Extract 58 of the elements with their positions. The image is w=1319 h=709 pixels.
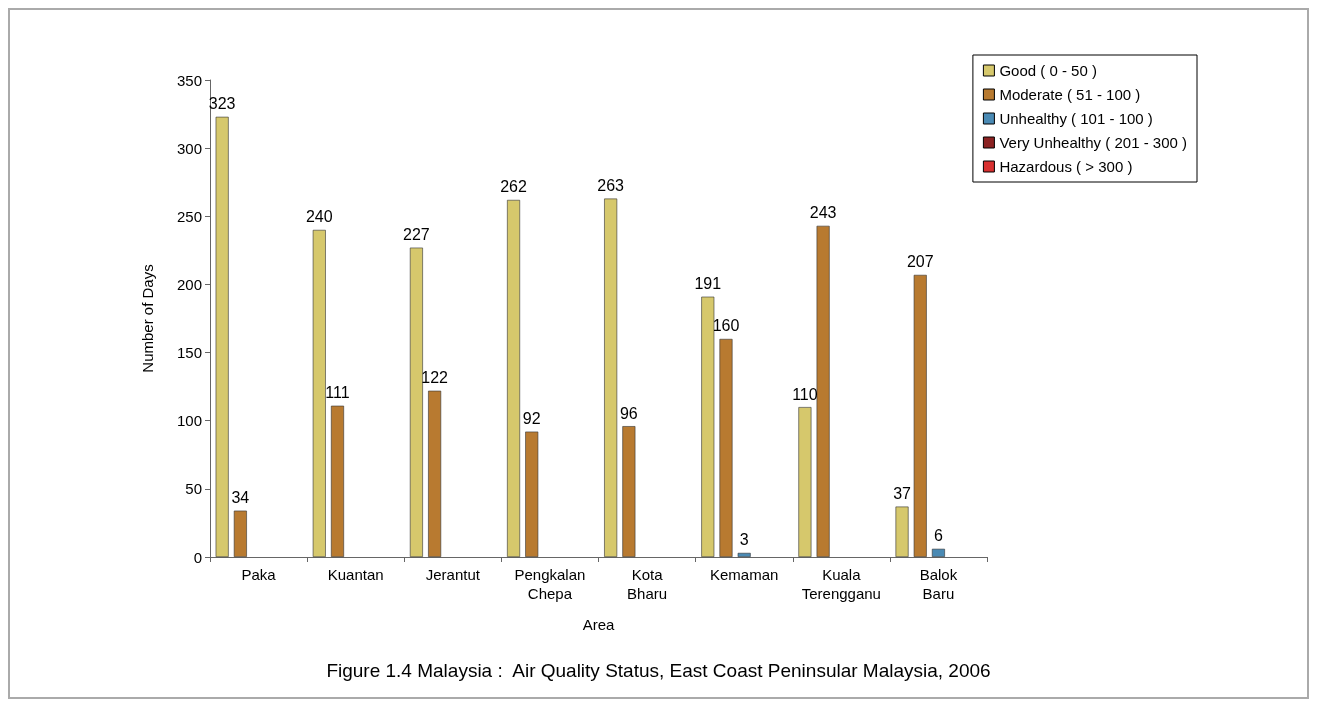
x-tick-label: Kota Bharu (627, 566, 668, 602)
x-tick-label: Kuala Terengganu (801, 566, 881, 602)
legend-label: Good ( 0 - 50 ) (999, 62, 1097, 79)
y-axis-title: Number of Days (139, 264, 156, 373)
bar (604, 198, 618, 557)
y-tick-label: 150 (176, 344, 202, 362)
bar (931, 548, 945, 557)
data-label: 263 (597, 177, 625, 195)
bar (312, 229, 326, 557)
y-tick-label: 50 (185, 480, 202, 498)
text: Figure 1.4 Malaysia : Air Quality Status, East Coast Peninsular Malaysia, 2006 (326, 660, 991, 681)
bar (507, 199, 521, 557)
data-label: 227 (403, 226, 430, 244)
legend-label: Hazardous ( > 300 ) (999, 158, 1133, 175)
bar (409, 247, 423, 557)
data-label: 262 (500, 178, 527, 196)
bar (233, 510, 247, 557)
data-label: 243 (809, 204, 837, 222)
bar (330, 405, 344, 557)
bar (525, 431, 539, 557)
legend-label: Very Unhealthy ( 201 - 300 ) (999, 134, 1188, 151)
y-tick-label: 100 (176, 412, 202, 430)
data-label: 160 (712, 317, 740, 335)
x-tick-label: Pengkalan Chepa (514, 566, 586, 602)
bar (798, 407, 812, 557)
data-label: 37 (893, 485, 912, 503)
x-axis-title: Area (582, 616, 615, 633)
bar (428, 390, 442, 557)
data-label: 240 (305, 208, 333, 226)
data-label: 207 (906, 253, 934, 271)
y-tick-label: 250 (176, 207, 202, 225)
y-tick-label: 0 (193, 548, 202, 566)
bar (816, 225, 830, 557)
x-tick-label: Paka (241, 566, 277, 583)
data-label: 3 (739, 531, 749, 549)
bar (701, 296, 715, 557)
bar (913, 274, 927, 557)
legend-label: Unhealthy ( 101 - 100 ) (999, 110, 1153, 127)
bar (737, 552, 751, 557)
data-label: 92 (522, 410, 541, 428)
legend-label: Moderate ( 51 - 100 ) (999, 86, 1141, 103)
data-label: 6 (933, 527, 943, 545)
data-label: 34 (231, 489, 250, 507)
data-label: 191 (694, 275, 722, 293)
bar (719, 338, 733, 557)
bar (895, 506, 909, 557)
y-tick-label: 300 (176, 139, 202, 157)
data-label: 110 (792, 385, 818, 403)
data-label: 111 (325, 384, 350, 402)
y-tick-label: 200 (176, 275, 202, 293)
bar (622, 426, 636, 557)
data-label: 96 (619, 404, 638, 422)
x-tick-label: Jerantut (425, 566, 481, 583)
x-tick-label: Balok Baru (919, 566, 958, 602)
x-tick-label: Kuantan (327, 566, 384, 583)
x-tick-label: Kemaman (710, 566, 779, 583)
y-tick-label: 350 (176, 71, 202, 89)
bar (215, 116, 229, 557)
